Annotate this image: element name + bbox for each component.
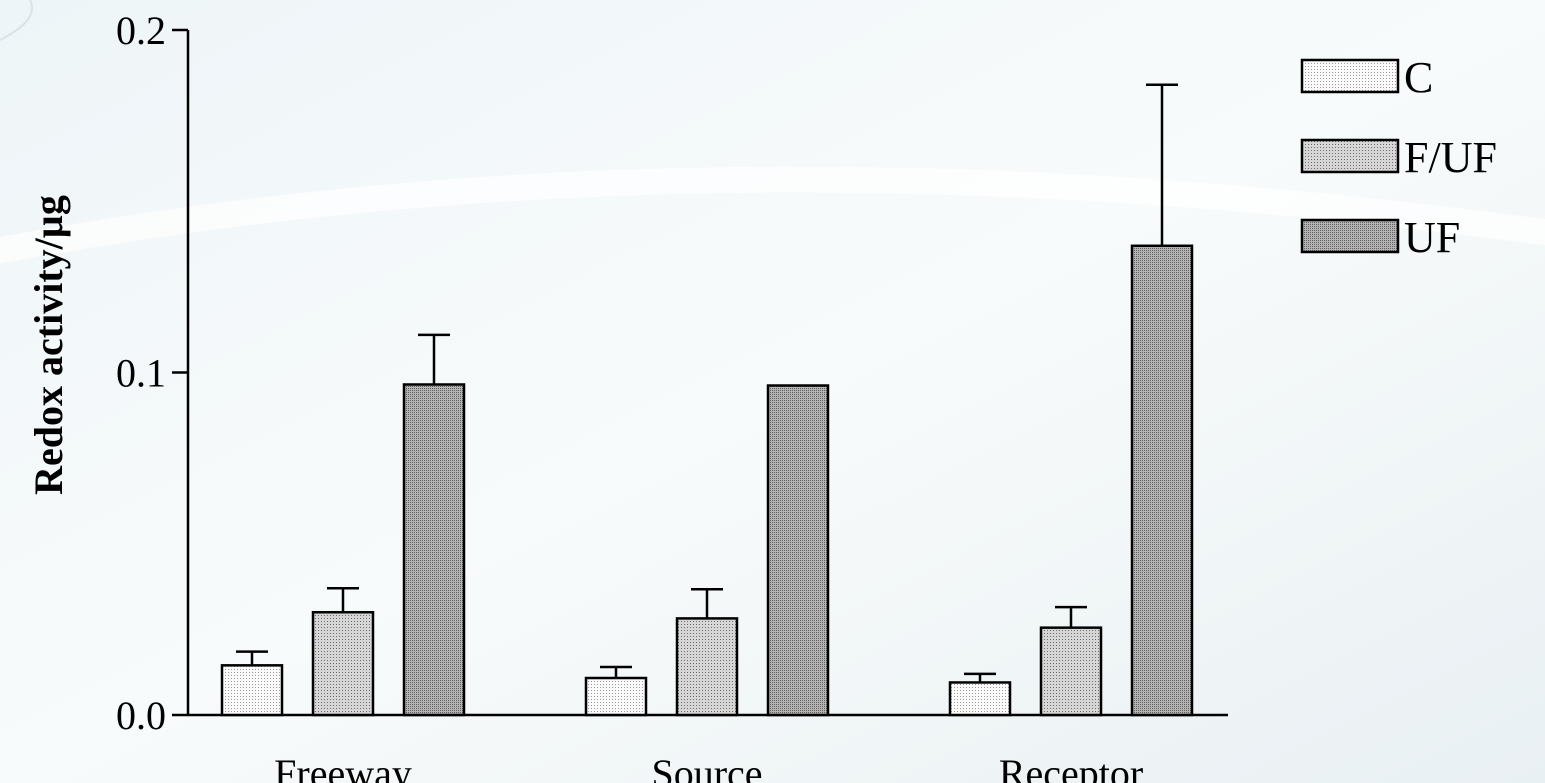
x-tick-label: Receptor <box>999 751 1143 783</box>
y-axis-label: Redox activity/µg <box>26 195 71 495</box>
error-bars <box>236 83 1178 683</box>
legend-label: C <box>1404 53 1433 102</box>
y-tick-label: 0.0 <box>116 693 166 738</box>
legend-swatch <box>1300 138 1400 174</box>
legend-swatch <box>1300 58 1400 94</box>
x-tick-label: Freeway <box>274 751 412 783</box>
bar-uf-source <box>766 384 830 717</box>
bar-c-source <box>584 676 648 717</box>
legend: C F/UF UF <box>1300 53 1497 262</box>
bar-uf-receptor <box>1130 244 1194 717</box>
legend-label: UF <box>1404 213 1460 262</box>
legend-swatch <box>1300 218 1400 254</box>
bar-f-uf-freeway <box>311 611 375 717</box>
bar-f-uf-source <box>675 617 739 717</box>
y-tick-label: 0.2 <box>116 8 166 53</box>
x-tick-label: Source <box>651 751 762 783</box>
bar-c-freeway <box>220 664 284 717</box>
bar-series <box>220 244 1194 717</box>
bar-c-receptor <box>948 681 1012 717</box>
bar-f-uf-receptor <box>1039 626 1103 717</box>
y-axis: 0.0 0.1 0.2 <box>116 8 190 738</box>
x-axis: Freeway Source Receptor <box>188 713 1228 783</box>
legend-label: F/UF <box>1404 133 1497 182</box>
bar-uf-freeway <box>402 383 466 717</box>
y-tick-label: 0.1 <box>116 351 166 396</box>
